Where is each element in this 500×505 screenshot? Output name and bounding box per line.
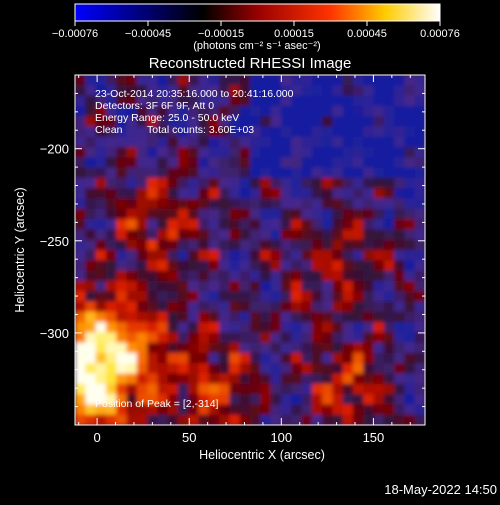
footer-timestamp: 18-May-2022 14:50 [384,482,497,497]
y-tick-label: −300 [40,326,69,341]
annotation-peak-position: Position of Peak = [2,-314] [95,398,219,410]
x-axis: 0 50 100 150 [78,75,411,445]
x-tick-label: 100 [270,430,292,445]
heatmap-image [75,75,425,425]
x-tick-label: 150 [363,430,385,445]
plot-frame [74,74,426,426]
annotation-detectors: Detectors: 3F 6F 9F, Att 0 [95,100,214,112]
x-tick-label: 0 [93,430,100,445]
colorbar-tick-label: 0.00045 [347,28,387,40]
colorbar-unit-label: (photons cm⁻² s⁻¹ asec⁻²) [193,40,320,52]
y-axis-label: Heliocentric Y (arcsec) [13,187,27,312]
x-axis-label: Heliocentric X (arcsec) [199,448,325,462]
colorbar-tick-label: 0.00015 [274,28,314,40]
y-axis: −200 −250 −300 [40,74,425,408]
annotation-time-range: 23-Oct-2014 20:35:16.000 to 20:41:16.000 [95,88,294,100]
y-tick-label: −250 [40,234,69,249]
colorbar-ticks: −0.00076 −0.00045 −0.00015 0.00015 0.00045 0.… [52,21,460,40]
colorbar-tick-label: −0.00045 [125,28,171,40]
x-tick-label: 50 [182,430,196,445]
annotation-total-counts: Total counts: 3.60E+03 [147,124,254,136]
colorbar-tick-label: −0.00076 [52,28,98,40]
colorbar-tick-label: −0.00015 [198,28,244,40]
annotation-clean: Clean [95,124,123,136]
y-tick-label: −200 [40,142,69,157]
plot-title: Reconstructed RHESSI Image [149,55,352,72]
colorbar [74,3,441,22]
colorbar-tick-label: 0.00076 [420,28,460,40]
annotation-energy-range: Energy Range: 25.0 - 50.0 keV [95,112,239,124]
